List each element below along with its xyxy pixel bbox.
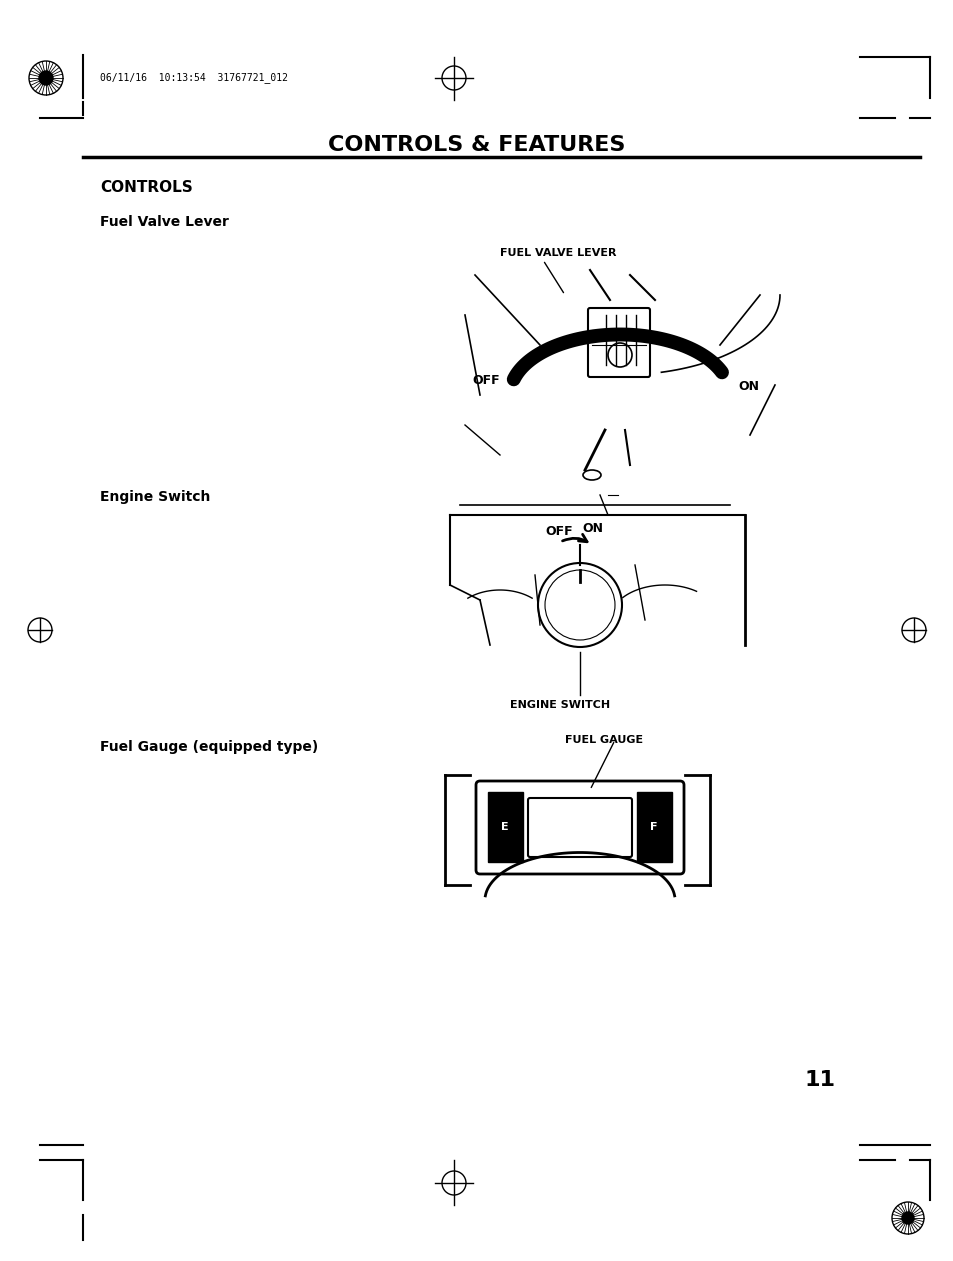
- FancyBboxPatch shape: [527, 798, 631, 857]
- Text: Fuel Valve Lever: Fuel Valve Lever: [100, 214, 229, 230]
- Text: E: E: [500, 822, 508, 832]
- FancyBboxPatch shape: [587, 308, 649, 377]
- Text: CONTROLS: CONTROLS: [100, 180, 193, 195]
- Text: FUEL VALVE LEVER: FUEL VALVE LEVER: [499, 248, 616, 259]
- Text: OFF: OFF: [544, 525, 572, 538]
- Bar: [637, 792, 671, 863]
- Bar: [488, 792, 522, 863]
- Text: OFF: OFF: [472, 373, 499, 387]
- Text: FUEL GAUGE: FUEL GAUGE: [564, 735, 642, 745]
- Circle shape: [901, 1212, 913, 1224]
- Text: CONTROLS & FEATURES: CONTROLS & FEATURES: [328, 135, 625, 155]
- Text: ENGINE SWITCH: ENGINE SWITCH: [510, 700, 609, 710]
- Text: F: F: [650, 822, 657, 832]
- Text: Engine Switch: Engine Switch: [100, 491, 211, 504]
- FancyBboxPatch shape: [476, 781, 683, 874]
- Text: ON: ON: [581, 522, 602, 535]
- Text: ON: ON: [738, 381, 759, 393]
- Text: 11: 11: [803, 1071, 835, 1090]
- Circle shape: [39, 71, 53, 84]
- Text: 06/11/16  10:13:54  31767721_012: 06/11/16 10:13:54 31767721_012: [100, 73, 288, 83]
- Text: Fuel Gauge (equipped type): Fuel Gauge (equipped type): [100, 740, 318, 754]
